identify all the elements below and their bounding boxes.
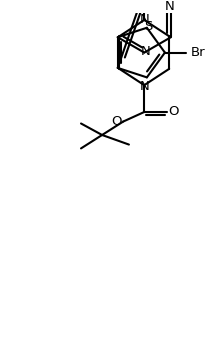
- Text: N: N: [139, 80, 149, 93]
- Text: O: O: [169, 106, 179, 119]
- Text: N: N: [165, 0, 175, 13]
- Text: S: S: [144, 20, 152, 33]
- Text: O: O: [111, 115, 122, 128]
- Text: Br: Br: [191, 46, 206, 59]
- Text: N: N: [140, 45, 150, 58]
- Text: N: N: [139, 13, 149, 26]
